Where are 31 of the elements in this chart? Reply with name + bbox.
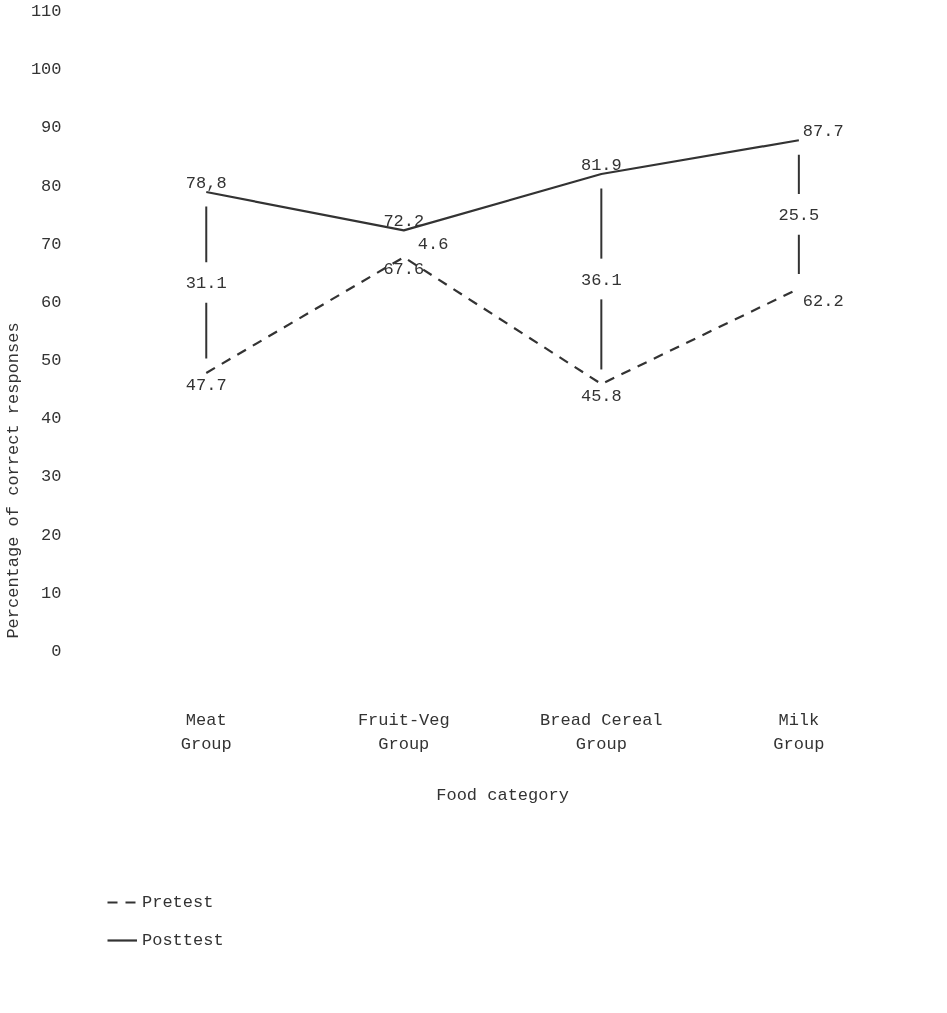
data-label: 62.2 (802, 291, 844, 311)
data-label: 78,8 (185, 174, 227, 194)
data-label: 87.7 (802, 122, 844, 142)
y-tick-label: 30 (41, 467, 62, 487)
annotation: 36.1 (580, 270, 622, 290)
data-label: 45.8 (580, 387, 622, 407)
y-tick-label: 60 (41, 292, 62, 312)
y-tick-label: 80 (41, 176, 62, 196)
y-tick-label: 110 (30, 2, 62, 21)
y-tick-label: 70 (41, 234, 62, 254)
annotation: 25.5 (778, 205, 820, 225)
y-tick-label: 0 (51, 642, 62, 661)
x-axis-title: Food category (436, 785, 569, 805)
y-tick-label: 100 (30, 60, 62, 80)
x-tick-label: Fruit-Veg Group (357, 710, 450, 755)
data-label: 47.7 (185, 375, 227, 395)
x-tick-label: Meat Group (180, 710, 232, 755)
y-tick-label: 10 (41, 583, 62, 603)
x-tick-label: Milk Group (773, 710, 825, 755)
data-label: 81.9 (580, 155, 622, 175)
y-tick-label: 90 (41, 118, 62, 138)
legend-label: Pretest (142, 892, 214, 912)
legend-label: Posttest (142, 930, 224, 950)
y-axis-title: Percentage of correct responses (3, 322, 23, 639)
annotation: 4.6 (417, 235, 449, 255)
x-tick-label: Bread Cereal Group (540, 710, 663, 755)
y-tick-label: 40 (41, 409, 62, 429)
y-tick-label: 50 (41, 351, 62, 371)
data-label: 67.6 (383, 260, 425, 280)
annotation: 31.1 (185, 274, 227, 293)
y-tick-label: 20 (41, 525, 62, 545)
